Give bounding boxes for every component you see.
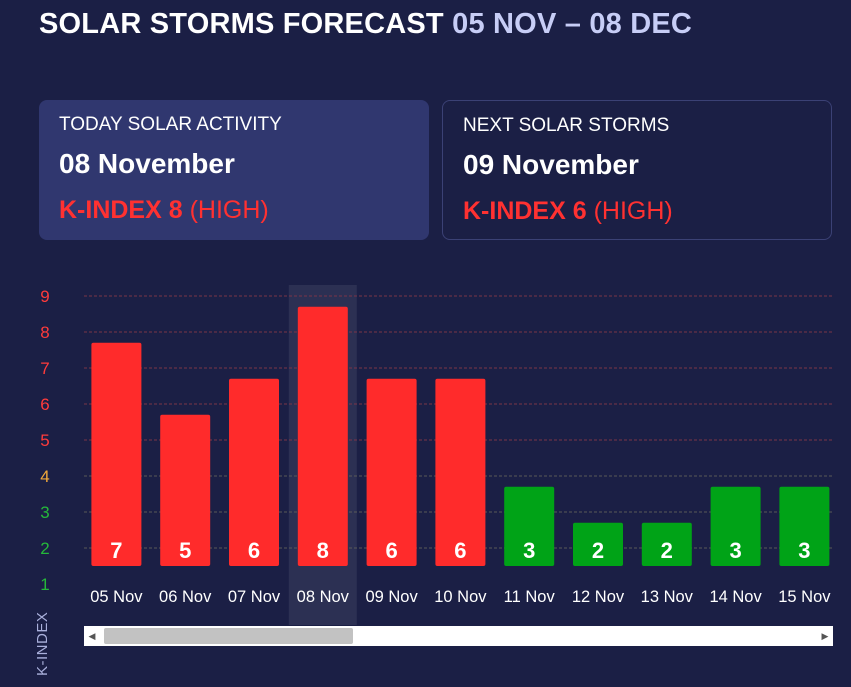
bar[interactable] (160, 414, 211, 566)
x-tick-label: 08 Nov (297, 588, 350, 606)
chart-scrollbar[interactable]: ◀ ▶ (84, 626, 833, 646)
x-tick-label: 13 Nov (641, 588, 694, 606)
scroll-thumb[interactable] (104, 628, 353, 644)
bar-value-label: 3 (523, 538, 535, 563)
x-tick-label: 12 Nov (572, 588, 625, 606)
bar-value-label: 7 (110, 538, 122, 563)
x-tick-label: 11 Nov (504, 588, 556, 606)
today-date: 08 November (59, 148, 235, 179)
bar[interactable] (573, 522, 623, 566)
next-date: 09 November (463, 149, 639, 180)
next-kindex-value: 6 (572, 197, 587, 225)
today-kindex-label: K-INDEX (59, 196, 162, 224)
x-tick-label: 09 Nov (365, 588, 418, 606)
y-tick-label: 6 (40, 395, 49, 414)
bar-value-label: 6 (454, 538, 466, 563)
today-kindex: K-INDEX 8 (HIGH) (59, 196, 269, 225)
x-tick-label: 14 Nov (709, 588, 762, 606)
today-card-label: TODAY SOLAR ACTIVITY (59, 114, 282, 135)
y-tick-label: 2 (40, 539, 49, 558)
y-tick-label: 8 (40, 323, 49, 342)
today-kindex-value: 8 (168, 196, 183, 224)
today-kindex-level: (HIGH) (189, 196, 269, 224)
y-tick-label: 1 (40, 575, 49, 594)
today-activity-card: TODAY SOLAR ACTIVITY 08 November K-INDEX… (39, 100, 429, 240)
next-card-label: NEXT SOLAR STORMS (463, 115, 670, 136)
next-kindex-label: K-INDEX (463, 197, 566, 225)
bar-value-label: 2 (592, 538, 604, 563)
y-tick-label: 5 (40, 431, 49, 450)
x-tick-label: 07 Nov (228, 588, 281, 606)
scroll-left-arrow-icon[interactable]: ◀ (88, 631, 96, 641)
bar[interactable] (641, 522, 692, 566)
title-text: SOLAR STORMS FORECAST (39, 8, 444, 40)
bar[interactable] (504, 486, 555, 566)
y-tick-label: 3 (40, 503, 49, 522)
y-tick-label: 4 (40, 467, 49, 486)
scroll-right-arrow-icon[interactable]: ▶ (821, 631, 829, 641)
bar[interactable] (779, 486, 830, 566)
x-tick-label: 15 Nov (778, 588, 831, 606)
x-tick-label: 05 Nov (90, 588, 143, 606)
next-storms-card: NEXT SOLAR STORMS 09 November K-INDEX 6 … (442, 100, 832, 240)
bar[interactable] (91, 342, 142, 566)
date-range: 05 NOV – 08 DEC (452, 8, 693, 40)
y-axis-label: K-INDEX (34, 611, 51, 676)
next-kindex-level: (HIGH) (593, 197, 673, 225)
y-tick-label: 9 (40, 287, 49, 306)
bar-value-label: 8 (317, 538, 329, 563)
bar-value-label: 6 (385, 538, 397, 563)
bar-value-label: 2 (661, 538, 673, 563)
y-tick-label: 7 (40, 359, 49, 378)
bar-value-label: 3 (729, 538, 741, 563)
bar[interactable] (229, 378, 279, 566)
bar-value-label: 5 (179, 538, 191, 563)
bar-value-label: 3 (798, 538, 810, 563)
next-kindex: K-INDEX 6 (HIGH) (463, 197, 673, 226)
bar[interactable] (297, 306, 348, 566)
bar-value-label: 6 (248, 538, 260, 563)
bar[interactable] (366, 378, 417, 566)
page-title: SOLAR STORMS FORECAST 05 NOV – 08 DEC (39, 8, 692, 41)
kindex-bar-chart: 1 2 3 4 5 6 7 8 9 7 05 Nov 5 06 Nov 6 07 Nov 8 08 Nov 6 09… (40, 285, 833, 625)
bar[interactable] (435, 378, 486, 566)
x-tick-label: 10 Nov (434, 588, 487, 606)
x-tick-label: 06 Nov (159, 588, 212, 606)
bar[interactable] (710, 486, 761, 566)
